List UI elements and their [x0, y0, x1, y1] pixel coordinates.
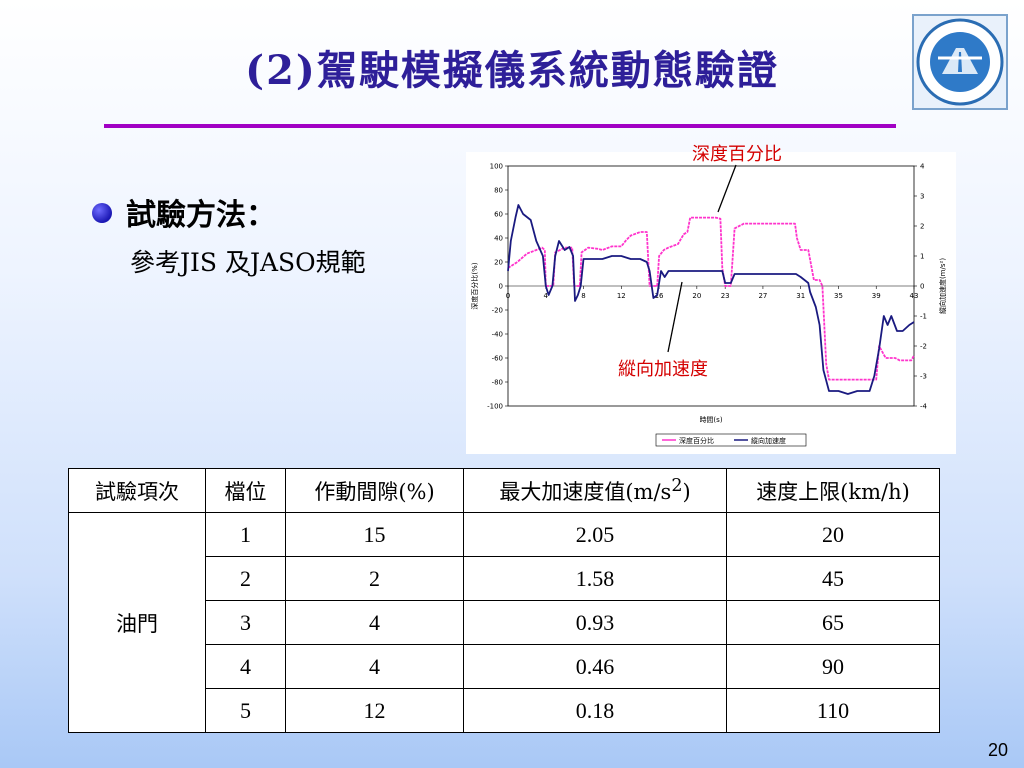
depth-arrow [717, 164, 737, 213]
y-tick-label-left: 20 [494, 259, 503, 267]
cell-clearance: 4 [285, 600, 464, 645]
y-tick-label-left: 0 [499, 283, 503, 291]
y-tick-label-right: -2 [920, 343, 927, 351]
accel-arrow [667, 281, 683, 353]
page-number: 20 [988, 740, 1009, 760]
x-tick-label: 31 [796, 292, 805, 300]
cell-clearance: 4 [285, 644, 464, 689]
cell-speed-limit: 20 [726, 512, 940, 557]
y-tick-label-right: 2 [920, 223, 924, 231]
title-divider [104, 124, 896, 128]
y-tick-label-left: -60 [492, 355, 503, 363]
chart-area: 100 80 60 40 20 0 -20 -40 -60 -80 -100 4 3 2 1 0 -1 -2 -3-… [466, 152, 956, 454]
bullet-subtext: 參考JIS 及JASO規範 [130, 248, 366, 277]
x-tick-label: 0 [506, 292, 510, 300]
x-tick-label: 16 [655, 292, 664, 300]
legend-label: 縱向加速度 [751, 436, 786, 445]
cell-clearance: 2 [285, 556, 464, 601]
table-row: 3 4 0.93 65 [69, 600, 940, 645]
series-line-accel [507, 204, 915, 395]
header-gear: 檔位 [205, 468, 286, 513]
cell-speed-limit: 110 [726, 688, 940, 733]
header-test-item: 試驗項次 [68, 468, 206, 513]
depth-annotation: 深度百分比 [692, 144, 782, 165]
y-tick-label-left: -40 [492, 331, 503, 339]
x-tick-label: 4 [544, 292, 549, 300]
x-tick-label: 8 [581, 292, 585, 300]
x-tick-label: 20 [692, 292, 701, 300]
x-tick-label: 27 [758, 292, 767, 300]
institute-logo-icon [912, 14, 1008, 110]
table-row: 2 2 1.58 45 [69, 556, 940, 601]
header-max-accel-text: 最大加速度值(m/s [499, 479, 672, 504]
x-tick-label: 43 [910, 292, 919, 300]
y-tick-label-right: 4 [920, 163, 925, 171]
cell-max-accel: 0.18 [463, 688, 727, 733]
cell-speed-limit: 90 [726, 644, 940, 689]
y-tick-label-right: 3 [920, 193, 924, 201]
cell-max-accel: 2.05 [463, 512, 727, 557]
bullet-icon [92, 203, 112, 223]
cell-max-accel: 0.46 [463, 644, 727, 689]
cell-speed-limit: 65 [726, 600, 940, 645]
y-tick-label-right: -3 [920, 373, 927, 381]
cell-max-accel: 1.58 [463, 556, 727, 601]
y-axis-label-left: 深度百分比(%) [470, 262, 479, 309]
y-tick-label-right: 1 [920, 253, 924, 261]
table-header-row: 試驗項次 檔位 作動間隙(%) 最大加速度值(m/s2) 速度上限(km/h) [68, 468, 940, 513]
y-tick-label-left: -80 [492, 379, 503, 387]
y-tick-label-left: 40 [494, 235, 503, 243]
cell-clearance: 12 [285, 688, 464, 733]
x-axis-label: 時間(s) [699, 416, 722, 424]
y-tick-label-left: 100 [490, 163, 503, 171]
y-tick-label-left: -100 [487, 403, 503, 411]
x-tick-label: 35 [834, 292, 843, 300]
line-chart: 100806040200-20-40-60-80-10043210-1-2-3-… [470, 163, 947, 447]
y-tick-label-left: 60 [494, 211, 503, 219]
series-line-depth [507, 216, 915, 381]
y-tick-label-right: -4 [920, 403, 928, 411]
y-tick-label-left: -20 [492, 307, 503, 315]
table-row: 5 12 0.18 110 [69, 688, 940, 733]
group-cell: 油門 [68, 512, 206, 733]
header-max-accel-close: ) [682, 479, 691, 504]
cell-gear: 5 [205, 688, 286, 733]
accel-annotation: 縱向加速度 [618, 359, 708, 380]
header-clearance: 作動間隙(%) [285, 468, 464, 513]
cell-clearance: 15 [285, 512, 464, 557]
header-speed-limit: 速度上限(km/h) [726, 468, 940, 513]
cell-gear: 4 [205, 644, 286, 689]
bullet-heading: 試驗方法： [126, 198, 276, 233]
y-axis-label-right: 縱向加速度(m/s²) [938, 258, 947, 314]
cell-max-accel: 0.93 [463, 600, 727, 645]
x-tick-label: 12 [617, 292, 626, 300]
y-tick-label-left: 80 [494, 187, 503, 195]
x-tick-label: 39 [872, 292, 881, 300]
test-table: 試驗項次 檔位 作動間隙(%) 最大加速度值(m/s2) 速度上限(km/h) … [68, 468, 940, 733]
header-max-accel-sup: 2 [671, 475, 683, 496]
header-max-accel: 最大加速度值(m/s2) [463, 468, 727, 513]
slide-title: (2)駕駛模擬儀系統動態驗證 [245, 47, 779, 94]
cell-gear: 1 [205, 512, 286, 557]
legend-label: 深度百分比 [679, 436, 714, 445]
x-tick-label: 23 [721, 292, 730, 300]
cell-speed-limit: 45 [726, 556, 940, 601]
legend-box [655, 433, 807, 447]
cell-gear: 2 [205, 556, 286, 601]
y-tick-label-right: 0 [920, 283, 924, 291]
table-row: 油門 1 15 2.05 20 [68, 512, 940, 733]
y-tick-label-right: -1 [920, 313, 927, 321]
cell-gear: 3 [205, 600, 286, 645]
